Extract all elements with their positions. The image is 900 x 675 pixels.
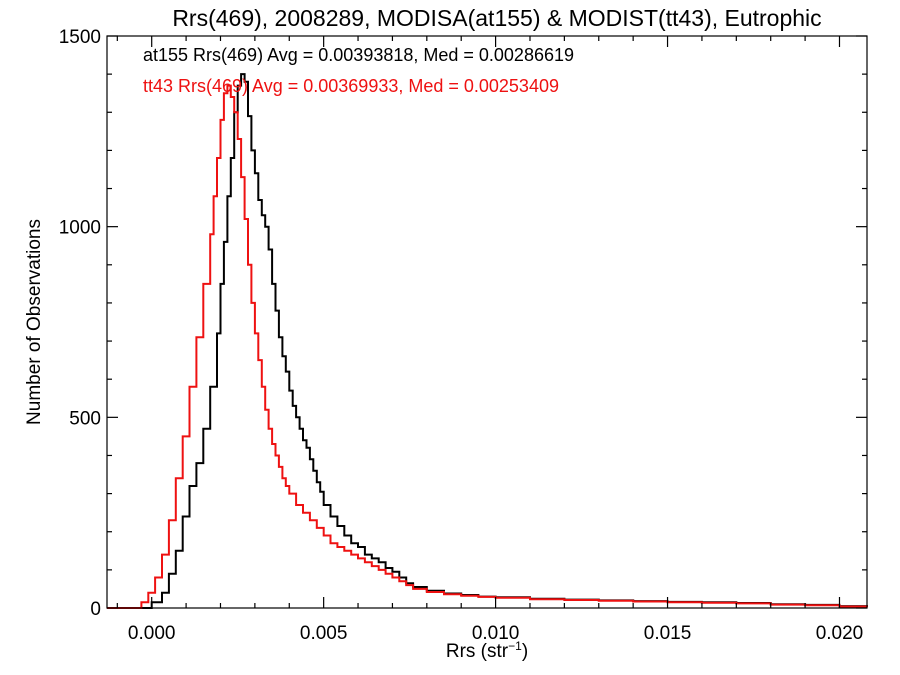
y-tick-label: 1500 <box>59 27 101 48</box>
legend-entry-at155: at155 Rrs(469) Avg = 0.00393818, Med = 0… <box>143 45 574 65</box>
x-axis-label-main: Rrs (str <box>446 641 509 662</box>
x-tick-label: 0.000 <box>128 623 176 644</box>
y-axis-label: Number of Observations <box>24 219 45 425</box>
y-tick-label: 1000 <box>59 218 101 239</box>
x-tick-label: 0.020 <box>816 623 864 644</box>
x-tick-label: 0.005 <box>300 623 348 644</box>
plot-frame <box>106 35 868 609</box>
x-tick-label: 0.015 <box>644 623 692 644</box>
y-tick-label: 0 <box>90 599 101 620</box>
x-axis-label: Rrs (str−1) <box>446 639 528 662</box>
x-tick-label: 0.010 <box>472 623 520 644</box>
x-axis-label-close: ) <box>522 641 528 662</box>
ticks-layer: 0.000 0.005 0.010 0.015 0.020 0 500 1000 1500 <box>59 27 867 644</box>
y-tick-label: 500 <box>69 408 101 429</box>
legend-entry-tt43: tt43 Rrs(469) Avg = 0.00369933, Med = 0.… <box>143 76 559 96</box>
chart-title: Rrs(469), 2008289, MODISA(at155) & MODIS… <box>172 5 821 31</box>
x-axis-label-superscript: −1 <box>508 639 522 653</box>
